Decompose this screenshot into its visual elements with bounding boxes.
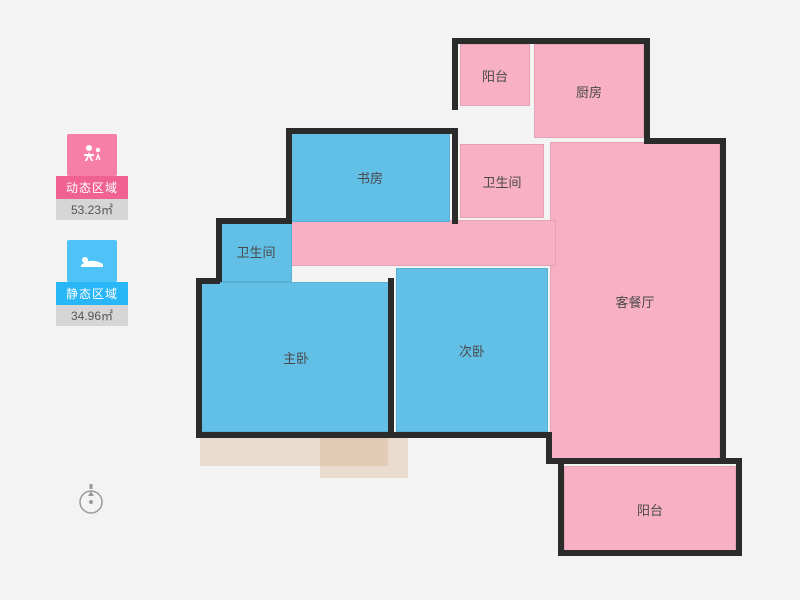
wall: [720, 138, 726, 464]
wall: [644, 138, 726, 144]
room-label-bath1: 卫生间: [482, 172, 521, 191]
room-hallway: [266, 220, 556, 266]
legend-static-icon: [67, 240, 117, 282]
room-label-kitchen: 厨房: [576, 82, 602, 101]
wall: [558, 550, 740, 556]
legend-dynamic-title: 动态区域: [56, 176, 128, 199]
ledge: [320, 438, 408, 478]
floorplan: 阳台厨房卫生间客餐厅阳台书房卫生间主卧次卧: [200, 24, 760, 574]
room-study: 书房: [290, 132, 450, 222]
wall: [196, 278, 202, 436]
room-master: 主卧: [200, 282, 392, 432]
wall: [452, 128, 458, 224]
wall: [736, 458, 742, 556]
wall: [196, 432, 552, 438]
wall: [216, 218, 290, 224]
wall: [546, 458, 742, 464]
legend-static: 静态区域 34.96㎡: [56, 240, 128, 326]
legend-static-value: 34.96㎡: [56, 305, 128, 326]
room-second: 次卧: [396, 268, 548, 432]
legend-dynamic: 动态区域 53.23㎡: [56, 134, 128, 220]
room-label-master: 主卧: [283, 348, 309, 367]
room-bath1: 卫生间: [460, 144, 544, 218]
wall: [216, 218, 222, 282]
room-bath2: 卫生间: [220, 220, 292, 282]
wall: [286, 128, 458, 134]
room-label-balcony1: 阳台: [482, 66, 508, 85]
room-label-living: 客餐厅: [615, 292, 654, 311]
wall: [452, 38, 458, 110]
room-label-balcony2: 阳台: [637, 500, 663, 519]
room-label-bath2: 卫生间: [236, 242, 275, 261]
wall: [558, 458, 564, 554]
room-balcony2: 阳台: [564, 466, 736, 552]
room-kitchen: 厨房: [534, 44, 644, 138]
people-icon: [79, 143, 105, 167]
wall: [388, 278, 394, 436]
legend: 动态区域 53.23㎡ 静态区域 34.96㎡: [56, 134, 128, 346]
room-label-second: 次卧: [459, 341, 485, 360]
legend-dynamic-value: 53.23㎡: [56, 199, 128, 220]
legend-dynamic-icon: [67, 134, 117, 176]
legend-static-title: 静态区域: [56, 282, 128, 305]
wall: [456, 38, 650, 44]
wall: [286, 128, 292, 224]
wall: [644, 38, 650, 144]
room-label-study: 书房: [357, 168, 383, 187]
room-living: 客餐厅: [550, 142, 720, 460]
sleep-icon: [77, 251, 107, 271]
room-balcony1: 阳台: [460, 44, 530, 106]
compass-icon: [76, 482, 106, 521]
